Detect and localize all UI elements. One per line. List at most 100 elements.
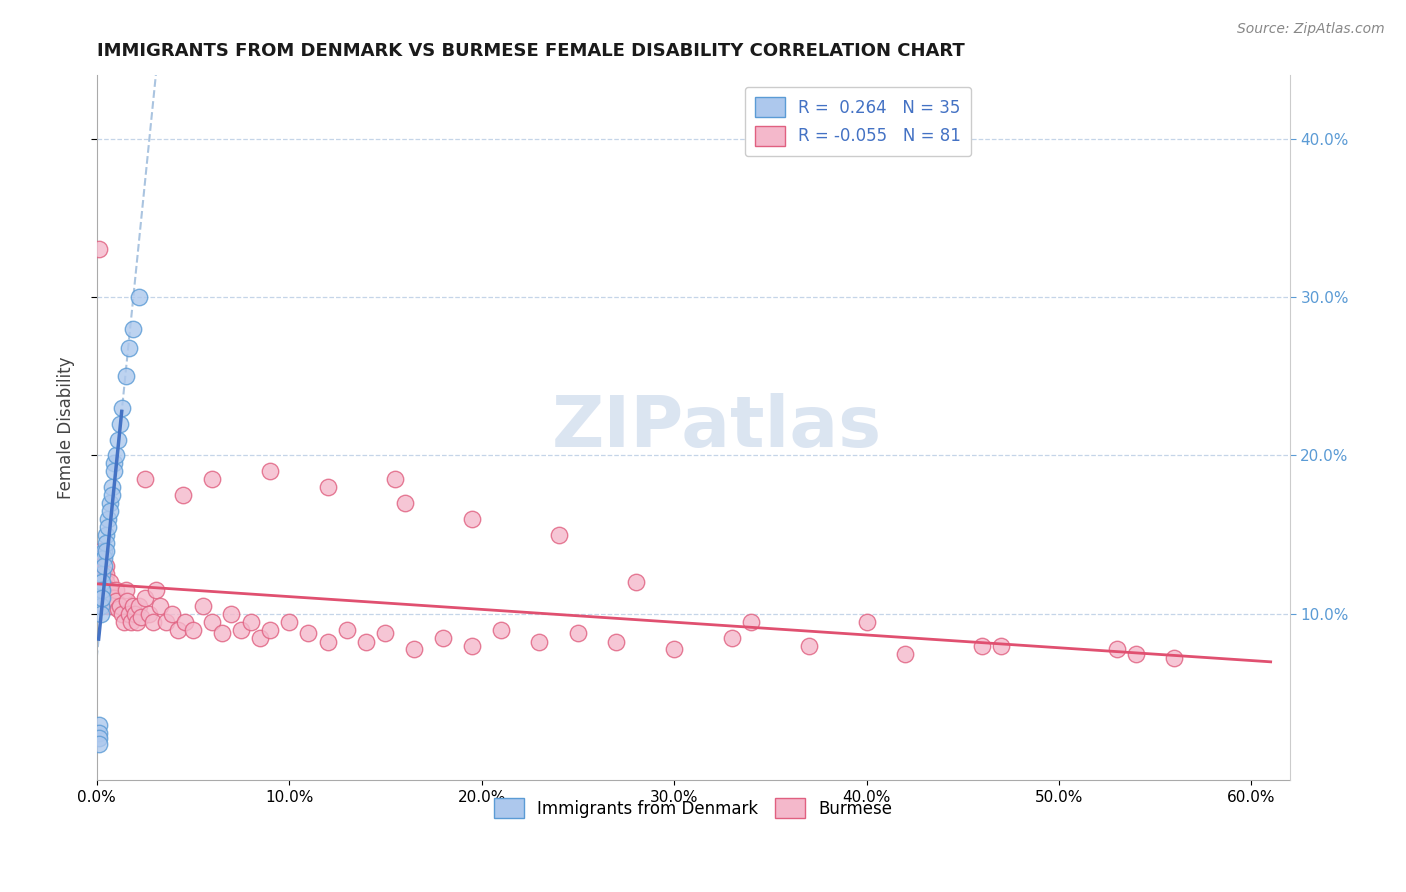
Point	[181, 623, 204, 637]
Point	[103, 464, 125, 478]
Point	[124, 607, 146, 621]
Point	[87, 591, 110, 605]
Point	[128, 290, 150, 304]
Point	[93, 543, 115, 558]
Point	[91, 575, 114, 590]
Point	[91, 575, 114, 590]
Point	[278, 615, 301, 629]
Point	[461, 639, 484, 653]
Point	[394, 496, 416, 510]
Point	[120, 615, 142, 629]
Point	[894, 647, 917, 661]
Point	[96, 527, 118, 541]
Point	[90, 599, 112, 613]
Point	[98, 504, 121, 518]
Point	[229, 623, 252, 637]
Point	[149, 599, 172, 613]
Point	[174, 615, 197, 629]
Point	[624, 575, 647, 590]
Point	[1163, 651, 1185, 665]
Point	[129, 610, 152, 624]
Point	[91, 567, 114, 582]
Point	[87, 567, 110, 582]
Point	[567, 626, 589, 640]
Point	[90, 543, 112, 558]
Point	[90, 607, 112, 621]
Point	[90, 551, 112, 566]
Point	[239, 615, 262, 629]
Point	[90, 567, 112, 582]
Point	[138, 607, 160, 621]
Point	[91, 599, 114, 613]
Point	[336, 623, 359, 637]
Point	[134, 472, 156, 486]
Point	[122, 599, 145, 613]
Point	[90, 575, 112, 590]
Point	[87, 737, 110, 751]
Point	[461, 512, 484, 526]
Point	[97, 520, 120, 534]
Text: IMMIGRANTS FROM DENMARK VS BURMESE FEMALE DISABILITY CORRELATION CHART: IMMIGRANTS FROM DENMARK VS BURMESE FEMAL…	[97, 42, 965, 60]
Point	[145, 583, 167, 598]
Point	[141, 615, 163, 629]
Point	[118, 607, 141, 621]
Point	[970, 639, 993, 653]
Point	[87, 731, 110, 745]
Point	[201, 472, 224, 486]
Point	[662, 641, 685, 656]
Point	[547, 527, 569, 541]
Point	[529, 635, 551, 649]
Point	[855, 615, 877, 629]
Point	[98, 583, 121, 598]
Point	[160, 607, 183, 621]
Point	[404, 641, 426, 656]
Point	[316, 480, 339, 494]
Point	[249, 631, 271, 645]
Point	[93, 583, 115, 598]
Text: ZIPatlas: ZIPatlas	[553, 393, 882, 462]
Point	[432, 631, 454, 645]
Point	[101, 599, 124, 613]
Point	[104, 583, 127, 598]
Point	[87, 243, 110, 257]
Point	[101, 488, 124, 502]
Point	[87, 718, 110, 732]
Point	[374, 626, 396, 640]
Point	[112, 615, 135, 629]
Point	[114, 369, 136, 384]
Point	[134, 591, 156, 605]
Point	[90, 559, 112, 574]
Point	[107, 433, 129, 447]
Point	[111, 607, 134, 621]
Point	[104, 449, 127, 463]
Point	[740, 615, 762, 629]
Point	[87, 559, 110, 574]
Point	[155, 615, 177, 629]
Point	[108, 417, 131, 431]
Point	[96, 535, 118, 549]
Point	[489, 623, 512, 637]
Point	[98, 496, 121, 510]
Point	[221, 607, 243, 621]
Point	[316, 635, 339, 649]
Point	[211, 626, 233, 640]
Point	[384, 472, 406, 486]
Point	[96, 575, 118, 590]
Point	[990, 639, 1012, 653]
Point	[97, 512, 120, 526]
Point	[91, 591, 114, 605]
Point	[93, 567, 115, 582]
Point	[87, 725, 110, 739]
Point	[101, 591, 124, 605]
Point	[166, 623, 188, 637]
Point	[122, 322, 145, 336]
Legend: Immigrants from Denmark, Burmese: Immigrants from Denmark, Burmese	[488, 791, 900, 825]
Point	[98, 575, 121, 590]
Point	[259, 623, 281, 637]
Point	[93, 575, 115, 590]
Y-axis label: Female Disability: Female Disability	[58, 357, 75, 499]
Point	[111, 401, 134, 415]
Point	[90, 583, 112, 598]
Point	[103, 591, 125, 605]
Point	[96, 559, 118, 574]
